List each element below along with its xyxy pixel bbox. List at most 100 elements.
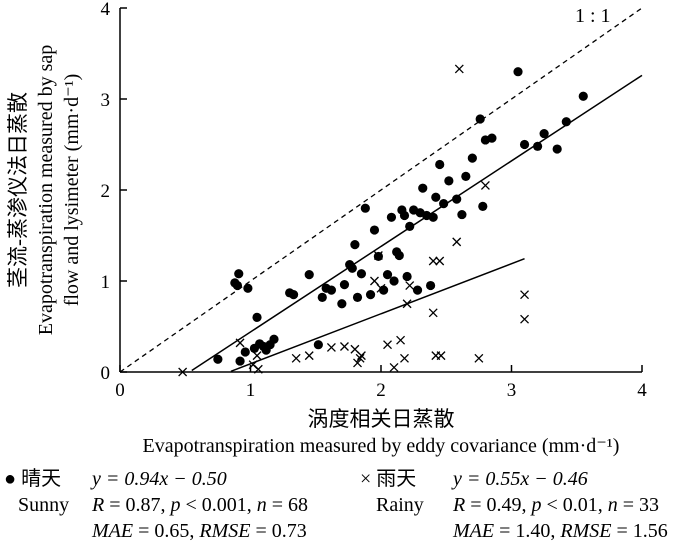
sunny-point [412, 285, 423, 295]
rainy-marker-icon: × [360, 468, 372, 490]
rainy-point [178, 367, 188, 377]
y-axis-label-en-2: flow and lysimeter (mm·d⁻¹) [61, 74, 83, 307]
rainy-point [428, 256, 438, 266]
sunny-point [389, 276, 399, 286]
sunny-point [487, 133, 497, 143]
rainy-equation: y = 0.55x − 0.46 [453, 468, 588, 490]
y-axis-label-en-1: Evapotranspiration measured by sap [35, 45, 57, 335]
rainy-label-cn: 雨天 [376, 468, 417, 490]
rainy-point [520, 314, 530, 324]
x-tick-label: 0 [115, 380, 125, 401]
rainy-point [355, 353, 365, 363]
rainy-point [353, 358, 362, 368]
rainy-point [436, 351, 446, 361]
sunny-point [478, 201, 488, 211]
rainy-point [356, 351, 366, 361]
sunny-point [457, 209, 467, 220]
rainy-point [389, 362, 399, 372]
sunny-point [439, 199, 449, 209]
sunny-point [326, 285, 337, 295]
rainy-point [520, 290, 530, 300]
sunny-point [539, 128, 549, 139]
sunny-point [402, 271, 412, 282]
sunny-point [467, 153, 477, 163]
rainy-point [253, 364, 263, 374]
sunny-point [382, 270, 393, 280]
rainy-point [435, 256, 445, 266]
sunny-point [405, 221, 415, 231]
sunny-point [461, 171, 471, 181]
sunny-point [513, 67, 523, 77]
rainy-point [340, 342, 349, 351]
sunny-point [428, 212, 438, 222]
sunny-point [435, 159, 445, 170]
sunny-point [356, 269, 367, 279]
sunny-point [552, 144, 562, 154]
sunny-point [561, 117, 571, 127]
rainy-point [405, 281, 415, 291]
sunny-point [232, 280, 243, 291]
y-tick-label: 1 [101, 272, 111, 293]
rainy-point [454, 64, 464, 74]
sunny-equation: y = 0.94x − 0.50 [92, 468, 227, 490]
rainy-point [480, 180, 490, 190]
rainy-point [304, 351, 314, 361]
y-tick-label: 0 [101, 363, 111, 384]
sunny-point [213, 354, 223, 364]
sunny-point [418, 183, 428, 193]
rainy-point [370, 276, 379, 286]
sunny-point [475, 114, 485, 124]
y-tick-label: 3 [101, 90, 111, 111]
rainy-errors: MAE = 1.40, RMSE = 1.56 [453, 520, 668, 542]
sunny-point [431, 192, 441, 202]
sunny-point [347, 263, 357, 273]
sunny-point [452, 194, 462, 204]
sunny-errors: MAE = 0.65, RMSE = 0.73 [92, 520, 307, 542]
rainy-point [291, 353, 301, 363]
sunny-point [352, 292, 363, 302]
sunny-point [269, 334, 279, 344]
sunny-point [399, 210, 410, 221]
one-to-one-line [119, 7, 643, 373]
one-to-one-label: 1 : 1 [575, 5, 611, 27]
sunny-label-en: Sunny [18, 494, 70, 516]
sunny-fit-line [191, 74, 643, 372]
sunny-point [243, 283, 253, 293]
sunny-point [360, 203, 370, 213]
sunny-point [339, 280, 350, 290]
sunny-point [386, 212, 397, 222]
rainy-point [474, 353, 484, 363]
legend: ● 晴天 y = 0.94x − 0.50 Sunny R = 0.87, p … [0, 466, 700, 546]
rainy-point [452, 237, 462, 247]
y-tick-label: 4 [101, 0, 111, 20]
sunny-point [337, 299, 347, 309]
x-axis-label-cn: 涡度相关日蒸散 [308, 407, 455, 431]
sunny-point [350, 240, 360, 250]
sunny-point [313, 340, 323, 350]
sunny-point [425, 280, 436, 291]
rainy-point [373, 251, 383, 260]
rainy-point [400, 353, 409, 363]
x-tick-label: 2 [376, 380, 386, 401]
x-tick-label: 3 [507, 380, 517, 401]
sunny-point [252, 312, 262, 322]
sunny-point [519, 139, 530, 150]
sunny-point [365, 290, 376, 300]
sunny-marker-icon: ● [4, 468, 17, 490]
sunny-point [240, 347, 250, 357]
sunny-point [288, 290, 299, 300]
rainy-point [252, 351, 262, 361]
rainy-point [326, 342, 336, 352]
y-tick-label: 2 [101, 181, 111, 202]
sunny-point [304, 270, 314, 280]
x-tick-label: 4 [637, 380, 647, 401]
rainy-point [383, 340, 392, 350]
rainy-stats: R = 0.49, p < 0.01, n = 33 [453, 494, 660, 516]
sunny-point [533, 141, 543, 151]
rainy-point [376, 283, 386, 293]
rainy-fit-line [230, 258, 525, 373]
sunny-label-cn: 晴天 [21, 468, 62, 490]
sunny-stats: R = 0.87, p < 0.001, n = 68 [92, 494, 309, 516]
y-axis-label-cn: 茎流-蒸渗仪法日蒸散 [6, 92, 30, 288]
